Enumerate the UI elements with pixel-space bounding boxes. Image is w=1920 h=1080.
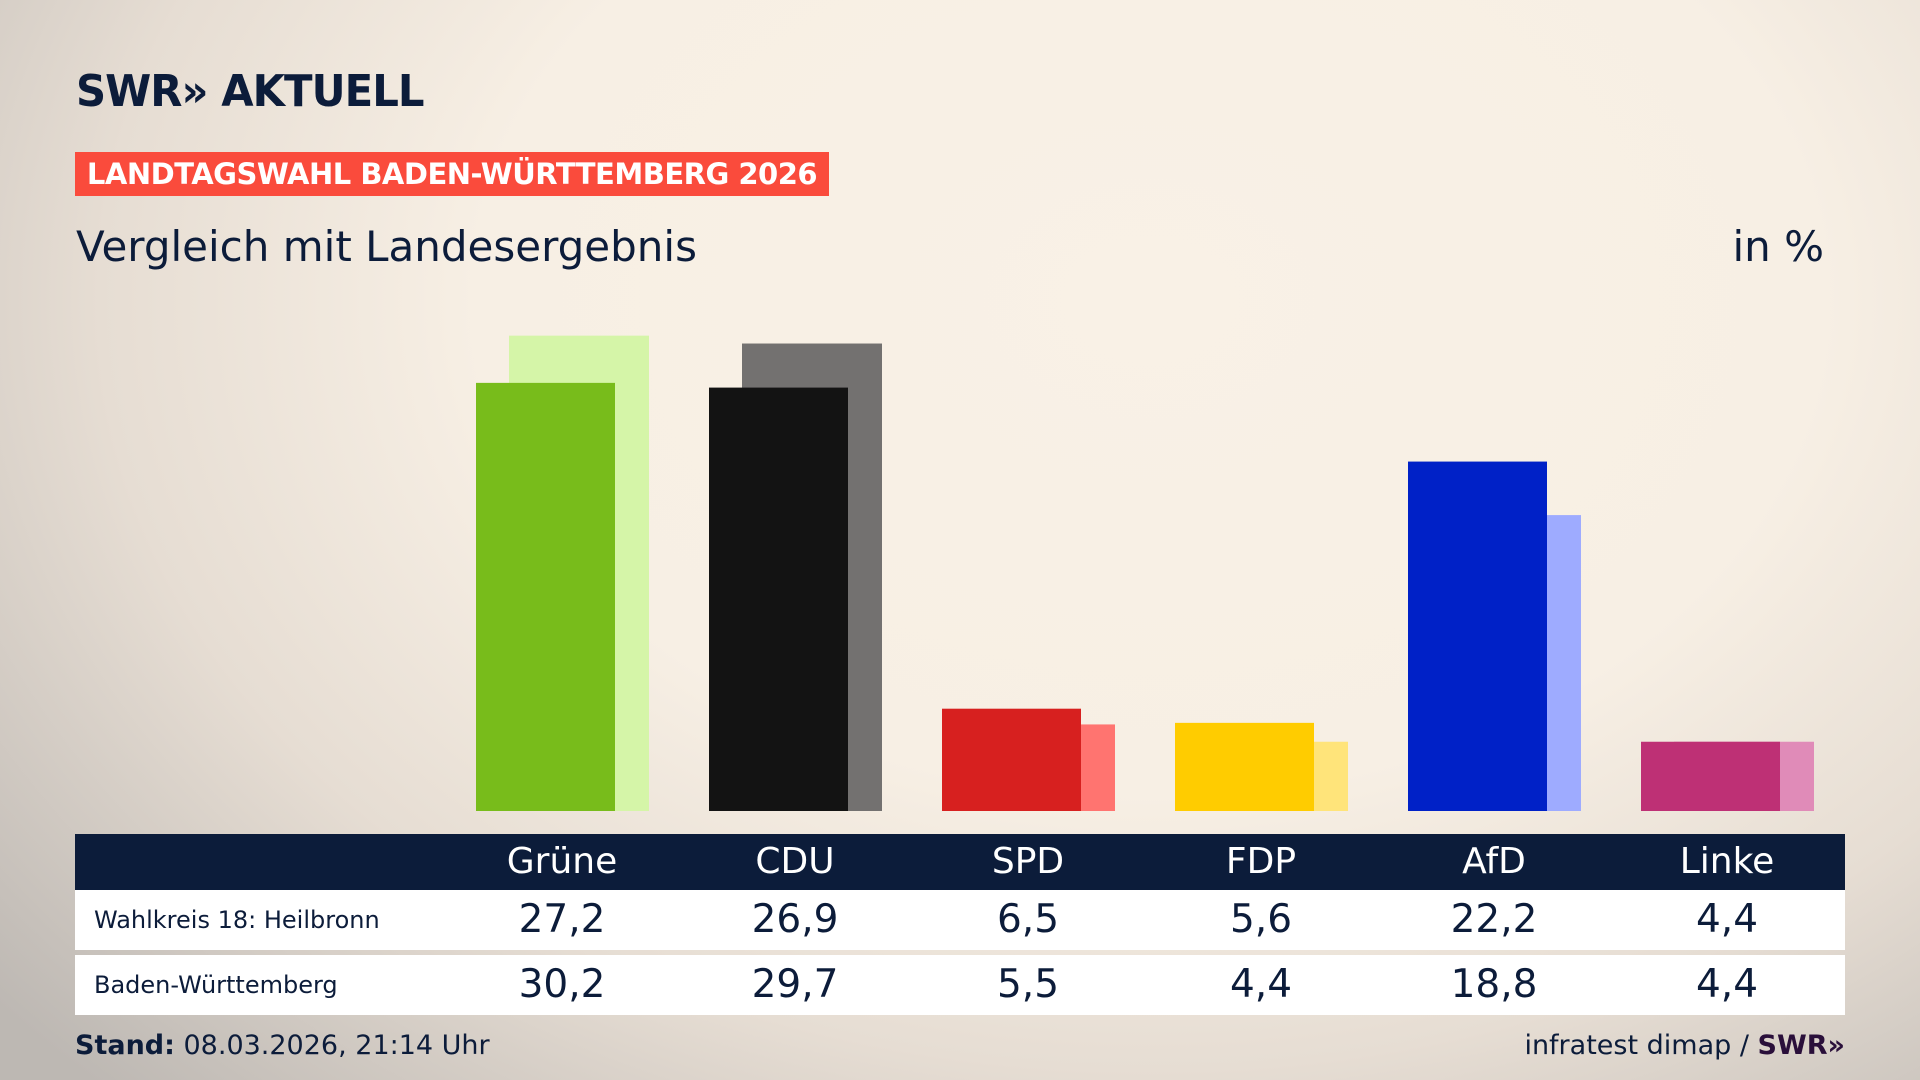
table-header: Grüne CDU SPD FDP AfD Linke: [75, 834, 1845, 890]
timestamp: Stand: 08.03.2026, 21:14 Uhr: [75, 1030, 490, 1061]
value-cell: 29,7: [751, 962, 839, 1007]
value-cell: 4,4: [1695, 962, 1759, 1007]
stand-value: 08.03.2026, 21:14 Uhr: [174, 1030, 490, 1061]
value-cell: 4,4: [1229, 962, 1293, 1007]
value-cell: 5,6: [1229, 897, 1293, 942]
table-row: Wahlkreis 18: Heilbronn 27,2 26,9 6,5 5,6 22…: [75, 890, 1845, 950]
row-label: Wahlkreis 18: Heilbronn: [94, 906, 380, 934]
bar-wahlkreis-2: [942, 708, 1081, 811]
bar-wahlkreis-5: [1641, 741, 1780, 811]
party-header: CDU: [755, 841, 835, 882]
bar-wahlkreis-1: [709, 387, 848, 811]
bar-wahlkreis-4: [1408, 461, 1547, 811]
row-label: Baden-Württemberg: [94, 971, 338, 999]
value-cell: 22,2: [1450, 897, 1538, 942]
party-header: FDP: [1225, 841, 1297, 882]
chart-title: Vergleich mit Landesergebnis: [76, 222, 697, 271]
swr-logo: SWR»: [1757, 1030, 1845, 1061]
party-header: Grüne: [506, 841, 618, 882]
bar-chart: [476, 335, 1814, 811]
source: infratest dimap / SWR»: [1524, 1030, 1845, 1061]
value-cell: 26,9: [751, 897, 839, 942]
party-header: AfD: [1462, 841, 1526, 882]
value-cell: 5,5: [996, 962, 1060, 1007]
results-table: Grüne CDU SPD FDP AfD Linke Wahlkreis 18: Hei…: [75, 834, 1845, 1015]
table-row: Baden-Württemberg 30,2 29,7 5,5 4,4 18,8 4,4: [75, 955, 1845, 1015]
election-banner: LANDTAGSWAHL BADEN-WÜRTTEMBERG 2026: [75, 152, 829, 196]
value-cell: 6,5: [996, 897, 1060, 942]
value-cell: 18,8: [1450, 962, 1538, 1007]
value-cell: 27,2: [518, 897, 606, 942]
value-cell: 30,2: [518, 962, 606, 1007]
unit-label: in %: [1732, 222, 1824, 271]
stand-label: Stand:: [75, 1030, 175, 1061]
value-cell: 4,4: [1695, 897, 1759, 942]
bar-wahlkreis-3: [1175, 722, 1314, 811]
party-header: Linke: [1679, 841, 1775, 882]
swr-aktuell-logo: SWR» AKTUELL: [76, 66, 425, 117]
bar-wahlkreis-0: [476, 382, 615, 811]
party-header: SPD: [991, 841, 1065, 882]
source-text: infratest dimap /: [1524, 1030, 1758, 1061]
